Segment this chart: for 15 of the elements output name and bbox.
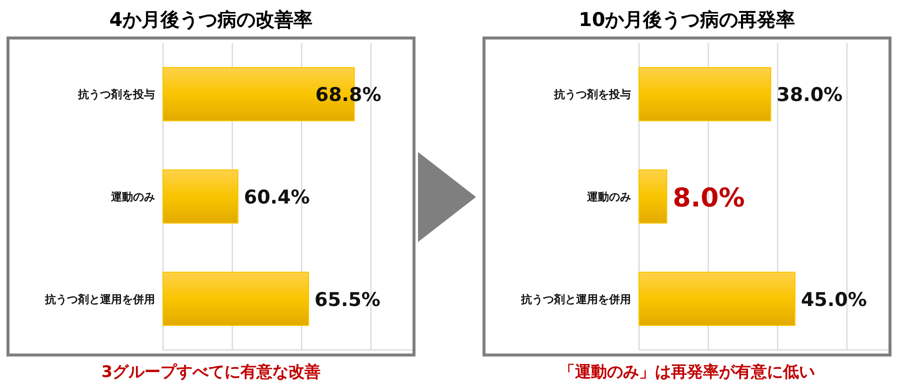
y-tick-label: 抗うつ剤と運用を併用: [44, 292, 155, 306]
y-tick-label: 運動のみ: [586, 190, 631, 204]
chart-title: 4か月後うつ病の改善率: [109, 9, 313, 31]
y-tick-label: 抗うつ剤を投与: [553, 88, 631, 102]
y-tick-label: 抗うつ剤と運用を併用: [520, 292, 631, 306]
y-tick-label: 運動のみ: [110, 190, 155, 204]
data-label: 65.5%: [314, 288, 380, 311]
text: 3グループすべてに有意な改善: [101, 362, 321, 381]
annotation: 8.0%: [672, 184, 745, 214]
y-tick-label: 抗うつ剤を投与: [77, 88, 155, 102]
data-label: 45.0%: [800, 288, 867, 311]
chart-title: 10か月後うつ病の再発率: [578, 9, 796, 31]
data-label: 60.4%: [244, 186, 310, 208]
text: 「運動のみ」は再発率が有意に低い: [559, 362, 815, 381]
data-label: 38.0%: [776, 84, 843, 106]
